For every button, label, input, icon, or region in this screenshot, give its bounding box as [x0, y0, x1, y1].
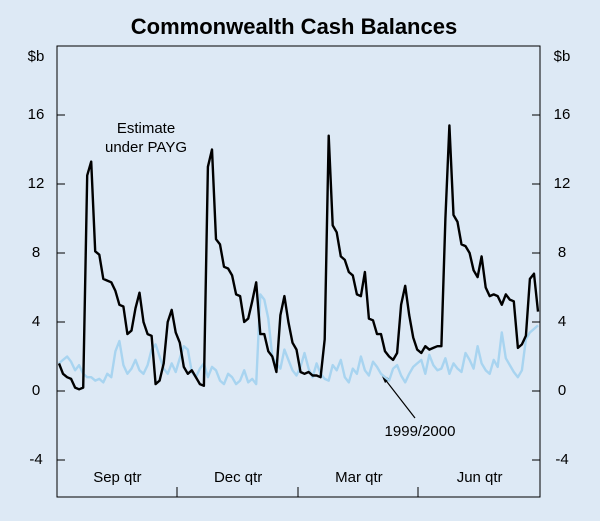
- y-tick-label-right: 16: [554, 106, 571, 123]
- y-unit-left: $b: [28, 48, 45, 65]
- annotation: 1999/2000: [385, 423, 456, 440]
- annotation: under PAYG: [105, 139, 187, 156]
- y-tick-label-right: -4: [555, 451, 568, 468]
- annotation: Estimate: [117, 120, 175, 137]
- y-tick-label: 0: [32, 382, 40, 399]
- annotation-arrow: [383, 377, 416, 419]
- y-tick-label-right: 0: [558, 382, 566, 399]
- y-tick-label: -4: [29, 451, 42, 468]
- x-tick-label: Sep qtr: [93, 469, 141, 486]
- y-tick-label-right: 12: [554, 175, 571, 192]
- x-tick-label: Mar qtr: [335, 469, 383, 486]
- series-line: [57, 124, 540, 391]
- y-tick-label: 12: [28, 175, 45, 192]
- y-tick-label: 16: [28, 106, 45, 123]
- y-tick-label-right: 8: [558, 244, 566, 261]
- x-tick-label: Jun qtr: [457, 469, 503, 486]
- y-tick-label: 4: [32, 313, 40, 330]
- x-tick-label: Dec qtr: [214, 469, 262, 486]
- y-tick-label: 8: [32, 244, 40, 261]
- plot-frame: [56, 45, 541, 498]
- y-tick-label-right: 4: [558, 313, 566, 330]
- y-unit-right: $b: [554, 48, 571, 65]
- chart-title: Commonwealth Cash Balances: [131, 14, 457, 39]
- series-line: [58, 293, 539, 386]
